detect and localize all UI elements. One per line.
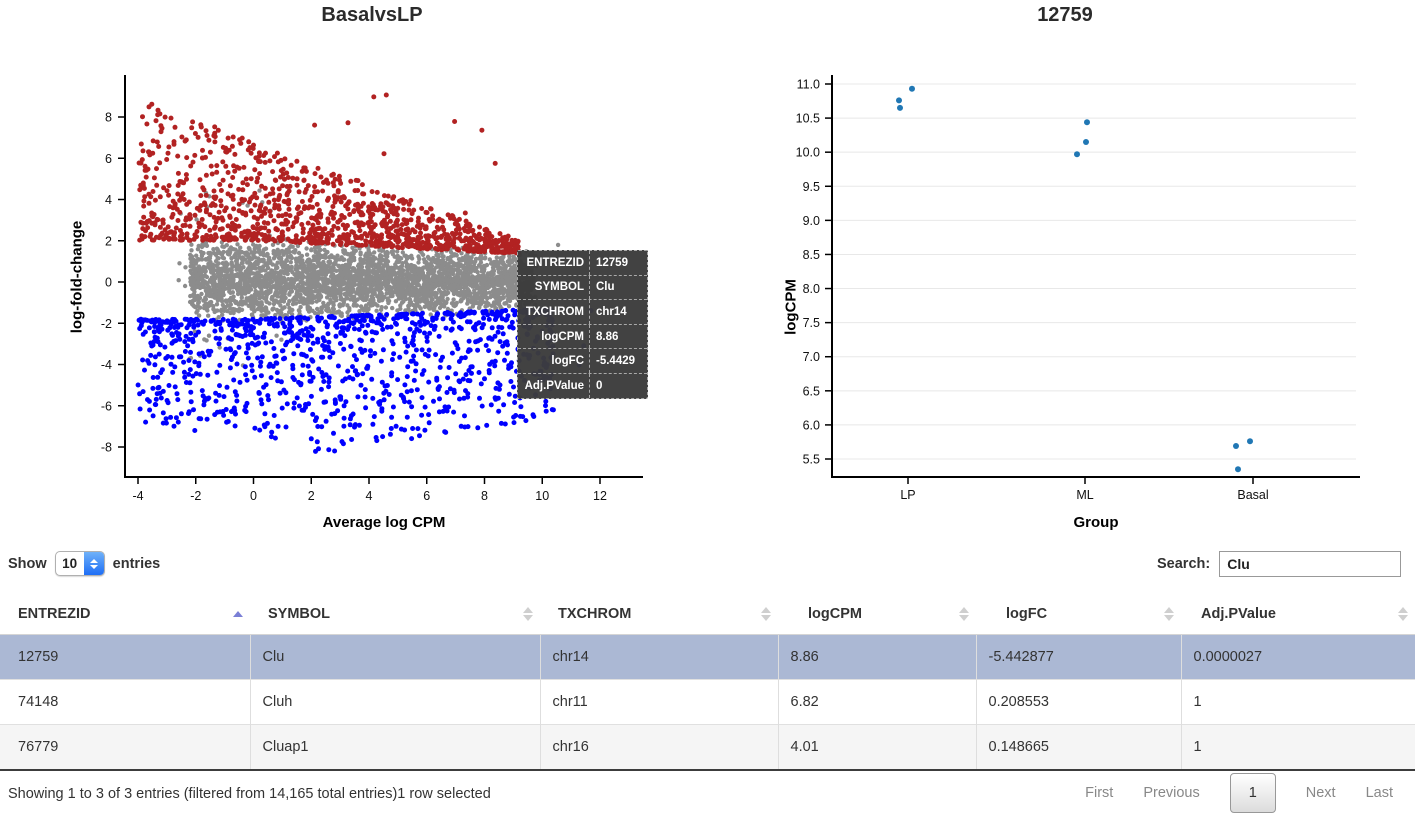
- show-label: Show: [8, 555, 47, 572]
- tooltip-row: logFC -5.4429: [518, 349, 647, 374]
- tooltip-row-value: -5.4429: [589, 349, 647, 373]
- cell-entrezid: 76779: [0, 724, 250, 770]
- sort-icon: [761, 607, 771, 621]
- pagination-first[interactable]: First: [1085, 785, 1114, 801]
- sort-icon: [1398, 607, 1408, 621]
- tooltip-row: SYMBOL Clu: [518, 275, 647, 301]
- cell-txchrom: chr14: [539, 634, 778, 680]
- md-plot-yaxis-label: log-fold-change: [68, 220, 86, 334]
- pagination-last[interactable]: Last: [1365, 785, 1393, 801]
- expression-plot-yaxis-label: logCPM: [782, 279, 800, 335]
- expression-point: [1247, 438, 1253, 445]
- column-header-adjpvalue[interactable]: Adj.PValue: [1181, 594, 1415, 635]
- table-info-text: Showing 1 to 3 of 3 entries (filtered fr…: [8, 786, 398, 802]
- expression-point: [1235, 466, 1241, 473]
- tooltip-row: TXCHROM chr14: [518, 300, 647, 325]
- tooltip-row: Adj.PValue 0: [518, 373, 647, 398]
- cell-logfc: -5.442877: [975, 634, 1181, 680]
- page-length-control: Show 10 entries: [8, 551, 160, 576]
- md-plot-title: BasalvsLP: [321, 4, 423, 26]
- tooltip-row-label: logFC: [551, 355, 584, 368]
- cell-logfc: 0.148665: [975, 724, 1181, 770]
- cell-symbol: Cluap1: [249, 724, 540, 770]
- column-header-label: ENTREZID: [18, 606, 91, 622]
- cell-symbol: Clu: [249, 634, 540, 680]
- cell-txchrom: chr16: [539, 724, 778, 770]
- column-header-label: Adj.PValue: [1201, 606, 1276, 622]
- tooltip-row: logCPM 8.86: [518, 324, 647, 350]
- expression-point: [896, 97, 902, 104]
- tooltip-row: ENTREZID 12759: [518, 251, 647, 276]
- tooltip-row-value: 8.86: [589, 324, 647, 349]
- tooltip-row-label: ENTREZID: [526, 256, 585, 269]
- tooltip-row-value: 12759: [589, 251, 647, 275]
- sort-icon: [523, 607, 533, 621]
- expression-plot-title: 12759: [1037, 4, 1093, 26]
- expression-point: [1084, 119, 1090, 126]
- cell-adjpvalue: 0.0000027: [1180, 634, 1415, 680]
- table-row[interactable]: 76779 Cluap1 chr16 4.01 0.148665 1: [0, 724, 1415, 770]
- column-header-txchrom[interactable]: TXCHROM: [540, 594, 778, 635]
- hover-tooltip: ENTREZID 12759 SYMBOL Clu TXCHROM chr14 …: [517, 250, 648, 399]
- table-header-row: ENTREZID SYMBOL TXCHROM logCPM logFC: [0, 594, 1415, 635]
- select-stepper-icon: [83, 552, 104, 575]
- expression-point: [1074, 151, 1080, 158]
- column-header-logfc[interactable]: logFC: [976, 594, 1181, 635]
- tooltip-row-label: logCPM: [541, 330, 584, 343]
- sort-asc-icon: [233, 611, 243, 617]
- tooltip-row-label: TXCHROM: [525, 305, 584, 318]
- column-header-symbol[interactable]: SYMBOL: [250, 594, 540, 635]
- cell-txchrom: chr11: [539, 679, 778, 725]
- tooltip-row-label: Adj.PValue: [524, 379, 584, 392]
- search-input[interactable]: [1219, 551, 1402, 577]
- search-control: Search:: [1157, 551, 1402, 577]
- entries-select[interactable]: 10: [54, 551, 105, 576]
- pagination-page-1[interactable]: 1: [1229, 773, 1276, 813]
- cell-adjpvalue: 1: [1180, 724, 1415, 770]
- column-header-label: TXCHROM: [558, 606, 632, 622]
- table-row[interactable]: 12759 Clu chr14 8.86 -5.442877 0.0000027: [0, 634, 1415, 680]
- expression-point: [1083, 139, 1089, 145]
- cell-logcpm: 4.01: [777, 724, 976, 770]
- cell-logfc: 0.208553: [975, 679, 1181, 725]
- cell-adjpvalue: 1: [1180, 679, 1415, 725]
- results-table: ENTREZID SYMBOL TXCHROM logCPM logFC: [0, 594, 1415, 771]
- tooltip-row-value: Clu: [589, 275, 647, 300]
- cell-entrezid: 74148: [0, 679, 250, 725]
- expression-plot[interactable]: 11.010.510.09.59.08.58.07.57.06.56.05.5L…: [796, 75, 1360, 502]
- tooltip-row-label: SYMBOL: [534, 281, 584, 294]
- cell-logcpm: 6.82: [777, 679, 976, 725]
- md-plot-xaxis-label: Average log CPM: [322, 514, 446, 531]
- sort-icon: [1164, 607, 1174, 621]
- column-header-label: logFC: [1006, 606, 1048, 622]
- entries-select-value: 10: [62, 556, 78, 571]
- expression-plot-xaxis-label: Group: [1073, 514, 1119, 531]
- pagination-previous[interactable]: Previous: [1143, 785, 1200, 801]
- table-row[interactable]: 74148 Cluh chr11 6.82 0.208553 1: [0, 679, 1415, 725]
- search-label: Search:: [1157, 556, 1211, 572]
- cell-logcpm: 8.86: [777, 634, 976, 680]
- table-info: Showing 1 to 3 of 3 entries (filtered fr…: [8, 786, 491, 802]
- expression-point: [909, 85, 915, 92]
- selected-rows-text: 1 row selected: [397, 786, 491, 802]
- pagination-next[interactable]: Next: [1305, 785, 1336, 801]
- column-header-entrezid[interactable]: ENTREZID: [0, 594, 250, 635]
- sort-icon: [959, 607, 969, 621]
- column-header-logcpm[interactable]: logCPM: [778, 594, 976, 635]
- expression-point: [1233, 443, 1239, 449]
- entries-label: entries: [112, 555, 161, 572]
- tooltip-row-value: 0: [589, 373, 647, 398]
- column-header-label: logCPM: [808, 606, 862, 622]
- tooltip-row-value: chr14: [589, 300, 647, 324]
- cell-symbol: Cluh: [249, 679, 540, 725]
- column-header-label: SYMBOL: [268, 606, 331, 622]
- expression-point: [897, 104, 903, 111]
- pagination: First Previous 1 Next Last: [1085, 773, 1393, 813]
- cell-entrezid: 12759: [18, 649, 59, 665]
